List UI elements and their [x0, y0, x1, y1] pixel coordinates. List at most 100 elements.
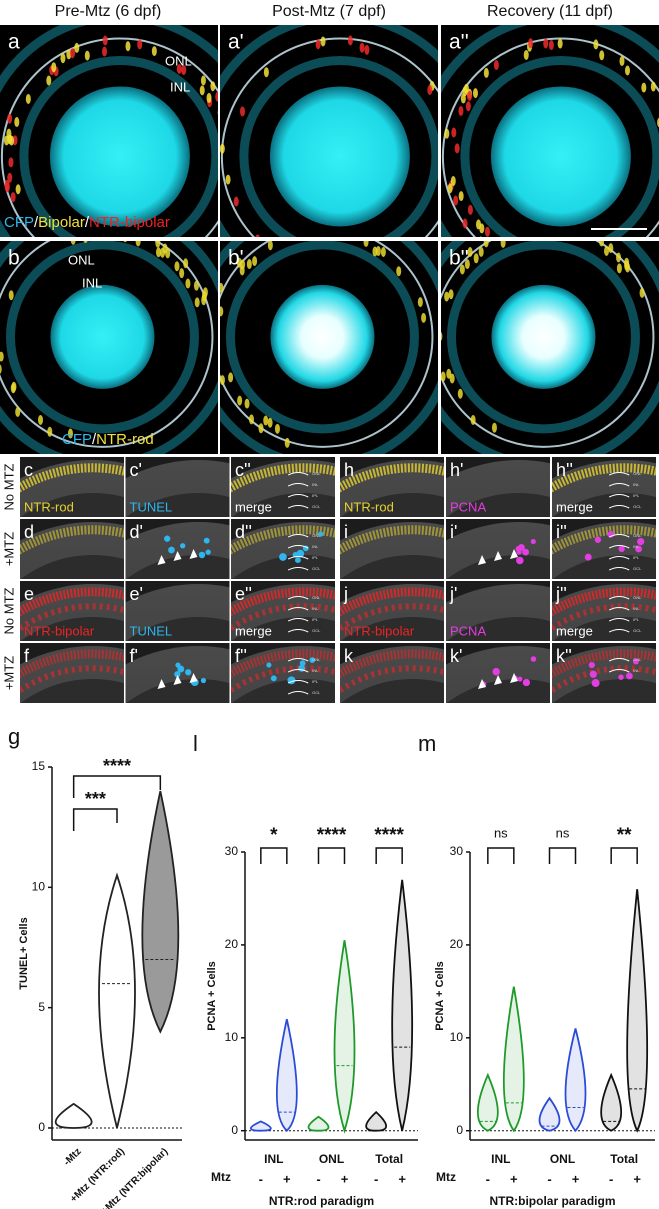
cell	[483, 241, 489, 248]
cell	[236, 257, 242, 268]
image-panel: b'	[220, 241, 438, 454]
marker-band	[231, 587, 335, 617]
cell	[616, 252, 622, 263]
significance-label: ****	[103, 756, 131, 776]
cell	[9, 135, 15, 146]
positive-cell	[299, 660, 306, 667]
cell	[624, 65, 630, 76]
positive-cell	[177, 665, 185, 673]
micrograph: c NTR-rod	[20, 457, 124, 517]
cell	[523, 49, 529, 60]
layer-boundary	[608, 472, 630, 476]
positive-cell	[618, 545, 625, 553]
lens	[269, 86, 410, 227]
layer-name: ONL	[633, 657, 642, 662]
cell	[255, 234, 260, 237]
micrograph: h' PCNA	[446, 457, 550, 517]
y-tick-label: 30	[450, 844, 464, 858]
significance-label: ****	[374, 825, 404, 846]
violin	[626, 889, 649, 1133]
marker-band	[231, 665, 335, 694]
micrograph: e NTR-bipolar	[20, 581, 124, 641]
significance-bracket	[375, 847, 403, 864]
image-panel: a''	[441, 25, 659, 237]
micrograph: ONL INL IPL GCL h'' merge	[552, 457, 656, 517]
cell	[467, 247, 473, 258]
inner-tissue	[446, 617, 550, 641]
inner-tissue	[231, 617, 335, 641]
panel-label: e	[24, 584, 34, 604]
violin	[141, 790, 180, 1034]
panel-label: i'	[450, 522, 457, 542]
y-tick-label: 10	[450, 1030, 464, 1044]
positive-cell	[279, 553, 287, 561]
y-tick-label: 20	[225, 937, 239, 951]
panel-label: k''	[556, 646, 572, 666]
marker-band	[340, 665, 444, 694]
layer-boundary	[287, 472, 309, 476]
y-axis-title: PCNA + Cells	[434, 961, 446, 1031]
sub-category-label: -	[609, 1171, 613, 1186]
cell	[0, 351, 4, 362]
cell	[450, 176, 456, 187]
cell	[135, 241, 141, 247]
cell	[263, 415, 269, 426]
cell	[599, 241, 605, 247]
arrowhead	[189, 673, 198, 683]
violin	[538, 1096, 561, 1132]
column-title: Recovery (11 dpf)	[487, 3, 613, 20]
panel-label: k	[344, 646, 354, 666]
marker-band	[340, 525, 444, 555]
layer-name: IPL	[633, 555, 640, 560]
cell	[237, 395, 243, 406]
panel-label: e'	[130, 584, 143, 604]
micrograph: e' TUNEL	[125, 581, 230, 641]
positive-cell	[589, 670, 597, 678]
layer-name: INL	[633, 606, 640, 611]
significance-bracket	[72, 775, 162, 798]
micrograph: h NTR-rod	[340, 457, 444, 517]
marker-band	[20, 587, 124, 617]
y-tick-label: 0	[38, 1120, 45, 1134]
positive-cell	[632, 658, 639, 665]
y-tick-label: 10	[225, 1030, 239, 1044]
panel-label: d''	[235, 522, 252, 542]
column-title: Post-Mtz (7 dpf)	[272, 3, 386, 20]
layer-boundary	[608, 505, 630, 509]
positive-cell	[185, 669, 192, 676]
positive-cell	[294, 557, 301, 564]
layer-boundary	[287, 545, 309, 549]
arrowhead	[494, 675, 502, 685]
cell	[639, 287, 645, 298]
micrograph: f'	[125, 643, 230, 703]
layer-name: GCL	[633, 566, 642, 571]
cell	[463, 83, 469, 94]
cell	[608, 243, 614, 254]
stain-label: NTR-rod	[24, 499, 74, 514]
cell	[102, 35, 108, 46]
cell	[472, 88, 478, 99]
positive-cell	[266, 662, 272, 668]
cell	[396, 266, 402, 277]
positive-cell	[637, 538, 645, 546]
panel-label: f	[24, 646, 30, 666]
cell	[444, 128, 450, 139]
layer-name: IPL	[312, 493, 319, 498]
chart-label: l	[193, 731, 198, 756]
arrowhead	[173, 675, 182, 685]
cell	[199, 85, 205, 96]
y-tick-label: 15	[32, 759, 46, 773]
channel-legend: CFP/Bipolar/NTR-bipolar	[4, 214, 170, 231]
cell	[0, 364, 2, 374]
inner-tissue	[20, 679, 124, 703]
cell	[478, 246, 484, 257]
marker-band	[231, 649, 335, 679]
layer-boundary	[287, 680, 309, 684]
cell	[363, 241, 369, 247]
cell	[528, 38, 534, 49]
layer-boundary	[608, 494, 630, 498]
cell	[156, 247, 162, 258]
y-tick-label: 20	[450, 937, 464, 951]
inner-tissue	[20, 493, 124, 517]
cell	[320, 36, 326, 47]
